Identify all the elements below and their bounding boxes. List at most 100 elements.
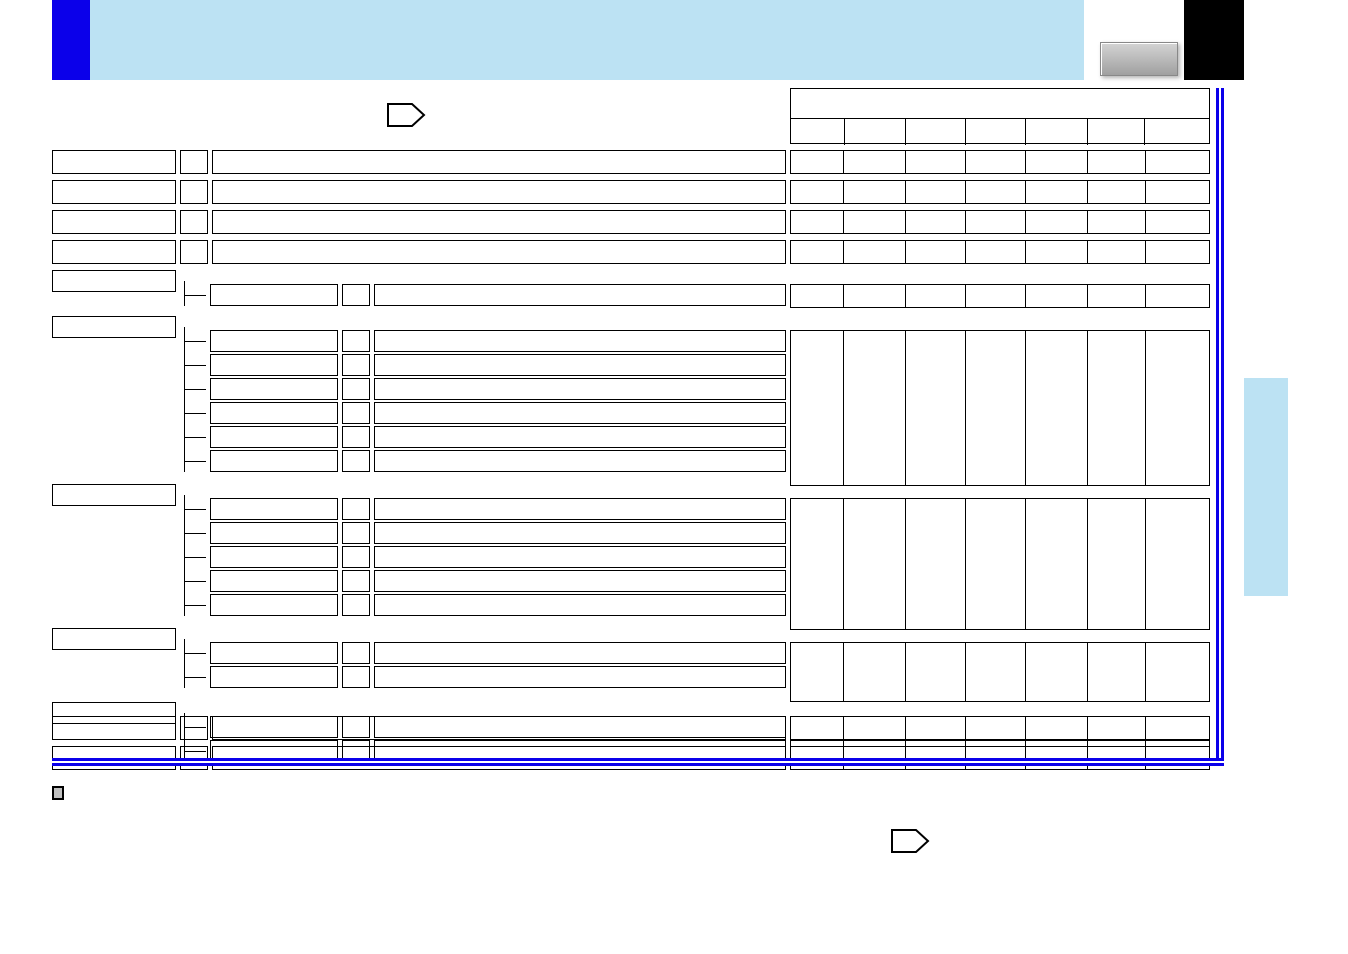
row-values	[790, 150, 1210, 174]
table-cell	[1146, 284, 1210, 308]
col-header-2	[845, 119, 907, 145]
child-label	[210, 498, 338, 520]
table-cell	[1026, 150, 1088, 174]
side-tab	[1244, 378, 1288, 596]
parent-values	[790, 642, 1210, 702]
parent-values	[790, 716, 1210, 740]
table-bottom-double-border	[52, 758, 1224, 766]
table-cell	[1088, 716, 1146, 740]
table-cell	[1026, 498, 1088, 630]
table-row	[52, 210, 1210, 234]
header-button[interactable]	[1100, 42, 1178, 76]
child-code	[342, 522, 370, 544]
parent-values	[790, 330, 1210, 486]
table-header-right	[790, 88, 1210, 144]
table-cell	[844, 330, 906, 486]
child-desc	[374, 402, 786, 424]
row-desc	[212, 210, 786, 234]
col-header-1	[791, 119, 845, 145]
header-background	[90, 0, 1084, 80]
table-cell	[844, 150, 906, 174]
footer-arrow-icon	[890, 828, 934, 859]
table-cell	[966, 716, 1026, 740]
child-label	[210, 716, 338, 738]
table-cell	[844, 284, 906, 308]
table-cell	[966, 284, 1026, 308]
row-label	[52, 210, 176, 234]
header-black-box	[1184, 0, 1244, 80]
tree-line	[184, 557, 206, 558]
col-header-5	[1026, 119, 1088, 145]
table-cell	[844, 210, 906, 234]
child-label	[210, 402, 338, 424]
row-code	[180, 150, 208, 174]
tree-line	[184, 727, 206, 728]
table-cell	[790, 210, 844, 234]
row-values	[790, 240, 1210, 264]
child-desc	[374, 284, 786, 306]
table-cell	[1146, 498, 1210, 630]
row-label	[52, 240, 176, 264]
footer-marker-icon	[52, 786, 64, 800]
table-cell	[906, 180, 966, 204]
table-cell	[1026, 240, 1088, 264]
table-cell	[966, 498, 1026, 630]
child-label	[210, 594, 338, 616]
table-cell	[1088, 150, 1146, 174]
child-code	[342, 594, 370, 616]
child-code	[342, 378, 370, 400]
parent-label	[52, 484, 176, 506]
tree-line	[184, 437, 206, 438]
table-cell	[1088, 330, 1146, 486]
row-code	[180, 210, 208, 234]
row-code	[180, 180, 208, 204]
row-label	[52, 150, 176, 174]
table-cell	[790, 240, 844, 264]
tree-line	[184, 295, 206, 296]
col-header-6	[1088, 119, 1146, 145]
table-cell	[1026, 284, 1088, 308]
child-label	[210, 284, 338, 306]
table-cell	[966, 642, 1026, 702]
child-code	[342, 716, 370, 738]
col-header-3	[906, 119, 966, 145]
table-cell	[906, 150, 966, 174]
parent-label	[52, 702, 176, 724]
child-label	[210, 450, 338, 472]
tree-line	[184, 389, 206, 390]
tree-line	[184, 639, 185, 688]
col-header-4	[966, 119, 1026, 145]
content-area	[52, 88, 1224, 764]
tree-line	[184, 581, 206, 582]
child-code	[342, 284, 370, 306]
table-cell	[906, 240, 966, 264]
tree-line	[184, 327, 185, 472]
table-cell	[1146, 180, 1210, 204]
tree-line	[184, 751, 206, 752]
child-label	[210, 642, 338, 664]
child-label	[210, 354, 338, 376]
child-desc	[374, 642, 786, 664]
table-cell	[1026, 642, 1088, 702]
child-desc	[374, 716, 786, 738]
table-cell	[966, 180, 1026, 204]
child-code	[342, 426, 370, 448]
table-cell	[1088, 240, 1146, 264]
table-cell	[966, 150, 1026, 174]
table-cell	[1026, 180, 1088, 204]
table-cell	[1026, 716, 1088, 740]
child-desc	[374, 378, 786, 400]
table-cell	[790, 284, 844, 308]
arrow-right-icon	[386, 102, 430, 128]
child-desc	[374, 546, 786, 568]
child-label	[210, 378, 338, 400]
table-cell	[1146, 210, 1210, 234]
child-desc	[374, 666, 786, 688]
table-row	[52, 240, 1210, 264]
tree-line	[184, 605, 206, 606]
parent-values	[790, 498, 1210, 630]
table-cell	[790, 498, 844, 630]
table-cell	[790, 716, 844, 740]
tree-line	[184, 509, 206, 510]
tree-line	[184, 677, 206, 678]
